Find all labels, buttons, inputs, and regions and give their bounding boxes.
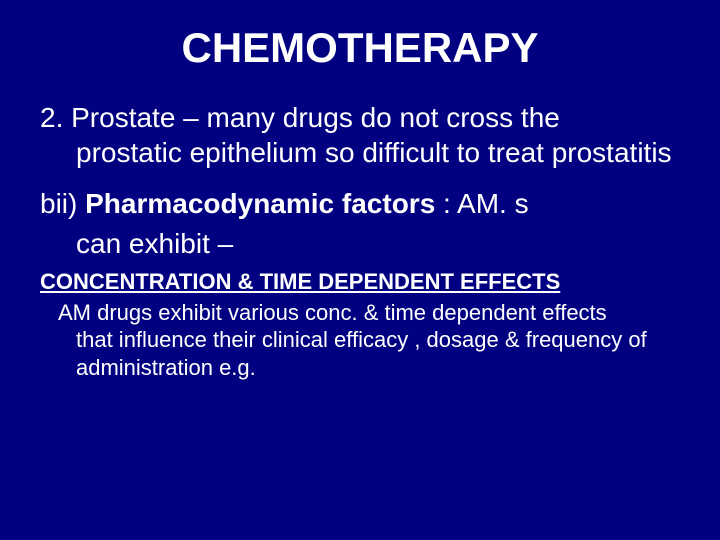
point-2-lead: 2. Prostate – many drugs do not cross th…	[40, 102, 560, 133]
slide-title: CHEMOTHERAPY	[40, 24, 680, 72]
bii-section: bii) Pharmacodynamic factors : AM. s can…	[40, 186, 680, 263]
bii-cont: can exhibit –	[40, 226, 680, 262]
effects-heading: CONCENTRATION & TIME DEPENDENT EFFECTS	[40, 269, 680, 295]
detail-cont: that influence their clinical efficacy ,…	[58, 326, 680, 381]
point-2-cont: prostatic epithelium so difficult to tre…	[40, 135, 680, 170]
detail-paragraph: AM drugs exhibit various conc. & time de…	[40, 299, 680, 382]
bii-bold: Pharmacodynamic factors	[85, 188, 435, 219]
detail-lead: AM drugs exhibit various conc. & time de…	[58, 300, 607, 325]
point-2: 2. Prostate – many drugs do not cross th…	[40, 100, 680, 170]
bii-after: : AM. s	[435, 188, 528, 219]
bii-line-1: bii) Pharmacodynamic factors : AM. s	[40, 186, 680, 222]
bii-prefix: bii)	[40, 188, 85, 219]
